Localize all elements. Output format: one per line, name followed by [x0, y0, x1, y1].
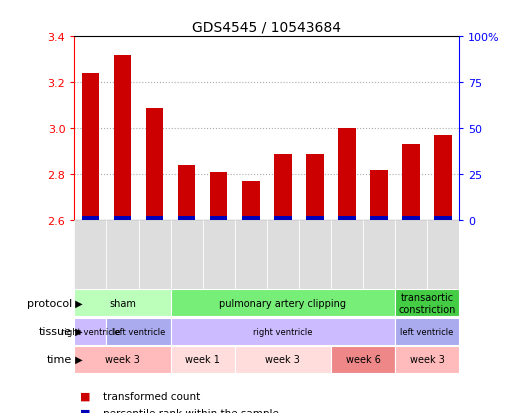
Bar [170, 318, 395, 345]
Text: pulmonary artery clipping: pulmonary artery clipping [219, 298, 346, 308]
Bar [370, 217, 388, 221]
Bar [210, 173, 227, 221]
Bar [114, 56, 131, 221]
Bar [170, 221, 203, 289]
Text: transformed count: transformed count [103, 391, 200, 401]
Bar [395, 290, 459, 317]
Text: week 6: week 6 [346, 354, 380, 364]
Text: left ventricle: left ventricle [112, 327, 165, 336]
Bar [114, 217, 131, 221]
Bar [306, 154, 324, 221]
Bar [106, 318, 170, 345]
Bar [178, 217, 195, 221]
Bar [306, 217, 324, 221]
Bar [435, 217, 452, 221]
Text: week 3: week 3 [410, 354, 444, 364]
Text: right ventricle: right ventricle [253, 327, 312, 336]
Text: time: time [47, 354, 72, 364]
Bar [395, 221, 427, 289]
Text: percentile rank within the sample: percentile rank within the sample [103, 408, 279, 413]
Bar [210, 217, 227, 221]
Bar [274, 154, 291, 221]
Text: ■: ■ [80, 408, 90, 413]
Text: tissue: tissue [39, 326, 72, 336]
Bar [331, 221, 363, 289]
Bar [402, 145, 420, 221]
Text: transaortic
constriction: transaortic constriction [399, 292, 456, 314]
Bar [299, 221, 331, 289]
Bar [106, 221, 139, 289]
Text: left ventricle: left ventricle [400, 327, 454, 336]
Text: ▶: ▶ [72, 354, 83, 364]
Bar [74, 318, 106, 345]
Bar [178, 166, 195, 221]
Text: ▶: ▶ [72, 298, 83, 308]
Bar [242, 217, 260, 221]
Bar [170, 346, 234, 373]
Text: ▶: ▶ [72, 326, 83, 336]
Text: protocol: protocol [27, 298, 72, 308]
Text: sham: sham [109, 298, 136, 308]
Bar [74, 221, 106, 289]
Bar [146, 108, 163, 221]
Bar [74, 290, 170, 317]
Bar [370, 171, 388, 221]
Bar [274, 217, 291, 221]
Bar [234, 346, 331, 373]
Bar [331, 346, 395, 373]
Bar [395, 318, 459, 345]
Text: week 3: week 3 [265, 354, 300, 364]
Bar [74, 346, 170, 373]
Bar [267, 221, 299, 289]
Title: GDS4545 / 10543684: GDS4545 / 10543684 [192, 21, 341, 35]
Text: week 3: week 3 [105, 354, 140, 364]
Bar [82, 74, 99, 221]
Bar [139, 221, 170, 289]
Bar [146, 217, 163, 221]
Text: week 1: week 1 [185, 354, 220, 364]
Bar [363, 221, 395, 289]
Bar [234, 221, 267, 289]
Bar [203, 221, 234, 289]
Bar [338, 217, 356, 221]
Bar [338, 129, 356, 221]
Text: ■: ■ [80, 391, 90, 401]
Text: right ventricle: right ventricle [61, 327, 120, 336]
Bar [170, 290, 395, 317]
Bar [395, 346, 459, 373]
Bar [427, 221, 459, 289]
Bar [402, 217, 420, 221]
Bar [242, 182, 260, 221]
Bar [435, 136, 452, 221]
Bar [82, 217, 99, 221]
